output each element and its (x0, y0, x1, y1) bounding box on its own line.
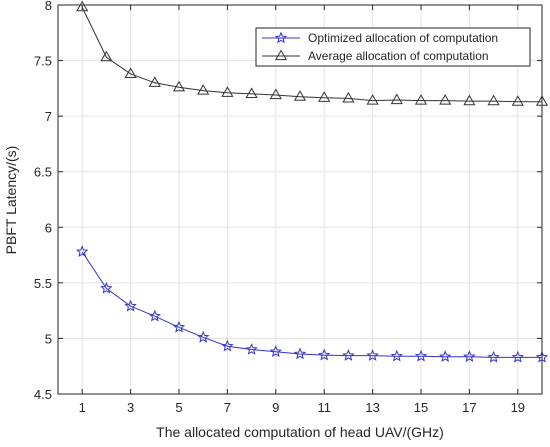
data-point-star (197, 330, 210, 343)
y-tick-label: 8 (45, 0, 52, 13)
data-point-triangle (439, 94, 452, 105)
x-tick-label: 11 (317, 400, 331, 415)
x-tick-label: 3 (127, 400, 134, 415)
y-tick-label: 6 (45, 220, 52, 235)
data-point-triangle (318, 91, 331, 102)
data-point-triangle (245, 87, 258, 98)
data-point-star (414, 349, 428, 362)
legend-marker (274, 49, 288, 61)
data-point-star (293, 347, 307, 360)
x-tick-label: 13 (365, 400, 379, 415)
series-layer (76, 0, 549, 363)
data-point-star (148, 309, 161, 322)
data-point-star (245, 343, 258, 355)
plot-frame (57, 4, 543, 395)
data-point-star (172, 320, 186, 333)
data-point-triangle (342, 91, 355, 103)
data-point-triangle (511, 95, 524, 106)
data-point-star (221, 339, 234, 352)
data-point-triangle (293, 90, 307, 101)
x-tick-label: 1 (79, 400, 86, 415)
axis-ticks: 1 3 5 7 9 11 13 15 17 194.555.566.577.58 (34, 0, 542, 415)
data-point-star (76, 245, 89, 257)
x-tick-label: 15 (414, 400, 428, 415)
series-0 (76, 245, 549, 363)
data-point-triangle (100, 50, 113, 62)
data-point-triangle (221, 86, 234, 97)
legend-star-icon (274, 31, 288, 44)
data-point-triangle (148, 76, 161, 87)
data-point-star (439, 350, 452, 363)
y-tick-label: 4.5 (34, 387, 52, 402)
data-point-star (487, 350, 500, 363)
y-tick-label: 5 (45, 331, 52, 346)
x-tick-label: 7 (224, 400, 231, 415)
y-tick-label: 7.5 (34, 54, 52, 69)
data-point-triangle (76, 0, 89, 12)
data-point-star (390, 349, 403, 362)
data-point-star (269, 345, 282, 358)
legend-marker (274, 31, 288, 44)
x-tick-label: 17 (462, 400, 476, 415)
series-1 (76, 0, 549, 106)
data-point-triangle (172, 80, 186, 92)
x-tick-label: 5 (175, 400, 182, 415)
legend-triangle-icon (274, 49, 288, 61)
data-point-triangle (124, 67, 137, 78)
x-tick-label: 9 (272, 400, 279, 415)
data-point-triangle (463, 94, 476, 106)
data-point-star (511, 350, 524, 363)
legend: Optimized allocation of computation Aver… (255, 27, 531, 67)
data-point-triangle (366, 94, 379, 105)
data-point-star (342, 349, 355, 361)
plot-area (58, 5, 542, 394)
data-point-star (463, 350, 476, 363)
series-line (81, 251, 542, 358)
data-point-triangle (390, 93, 403, 105)
legend-label-average: Average allocation of computation (308, 49, 489, 63)
data-point-triangle (487, 94, 500, 106)
x-axis-label: The allocated computation of head UAV/(G… (156, 424, 444, 440)
data-point-star (318, 348, 331, 361)
y-tick-label: 5.5 (34, 276, 52, 291)
data-point-star (100, 281, 113, 294)
x-tick-label: 19 (511, 400, 525, 415)
legend-label-optimized: Optimized allocation of computation (308, 31, 498, 45)
legend-box (255, 27, 531, 67)
data-point-triangle (197, 84, 210, 95)
data-point-star (124, 299, 137, 312)
y-tick-label: 6.5 (34, 165, 52, 180)
data-point-star (366, 349, 379, 361)
data-point-triangle (414, 94, 428, 105)
y-tick-label: 7 (45, 109, 52, 124)
data-point-triangle (269, 88, 282, 100)
y-axis-label: PBFT Latency/(s) (3, 146, 19, 255)
